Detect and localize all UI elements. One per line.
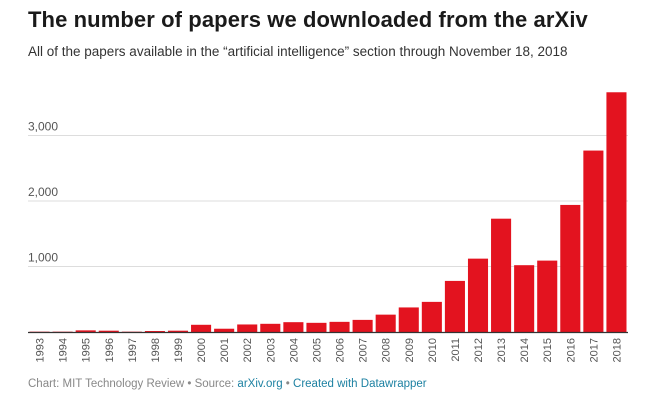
x-tick-label: 2004 [288,338,300,362]
x-tick-label: 2010 [427,338,439,362]
bar-2005 [306,322,327,332]
x-tick-label: 1999 [173,338,185,362]
source-link[interactable]: arXiv.org [237,378,283,390]
bar-2014 [514,265,535,332]
bar-2015 [537,260,558,332]
chart-footer: Chart: MIT Technology Review • Source: a… [28,378,427,390]
x-tick-label: 2007 [358,338,370,362]
x-tick-label: 1995 [81,338,93,362]
bar-2000 [191,324,212,332]
y-tick-label: 2,000 [28,185,58,199]
x-tick-label: 1993 [35,338,47,362]
y-axis-ticks: 1,000 2,000 3,000 [28,120,58,265]
bar-2016 [560,204,581,332]
chart-credit: Chart: MIT Technology Review [28,378,185,390]
bar-2010 [421,301,442,332]
x-tick-label: 2008 [381,338,393,362]
gridlines [28,135,628,267]
bars [29,92,627,333]
bar-2012 [467,258,489,332]
y-tick-label: 1,000 [28,251,58,265]
x-axis-ticks: 1993 1994 1995 1996 1997 1998 1999 2000 2001 2002… [35,338,624,362]
x-tick-label: 2011 [450,338,462,362]
x-tick-label: 2009 [404,338,416,362]
x-tick-label: 2014 [519,338,531,362]
x-tick-label: 2016 [565,338,577,362]
x-tick-label: 1996 [104,338,116,362]
x-tick-label: 2002 [242,338,254,362]
bar-2008 [375,314,396,332]
x-tick-label: 2017 [588,338,600,362]
x-tick-label: 1997 [127,338,139,362]
bar-1995 [75,330,96,332]
x-tick-label: 2005 [311,338,323,362]
bar-2013 [491,218,512,332]
x-tick-label: 2000 [196,338,208,362]
bar-1996 [98,330,119,332]
x-tick-label: 2013 [496,338,508,362]
x-tick-label: 2012 [473,338,485,362]
bar-2018 [606,92,627,333]
bar-2004 [283,322,304,332]
bar-2007 [352,319,373,332]
bar-1998 [144,331,165,332]
chart-title: The number of papers we downloaded from … [28,7,588,32]
x-tick-label: 2015 [542,338,554,362]
x-tick-label: 2003 [265,338,277,362]
chart-subtitle: All of the papers available in the “arti… [28,44,568,59]
bar-2002 [237,324,258,332]
footer-separator: • [184,378,195,390]
x-tick-label: 2018 [611,338,623,362]
y-tick-label: 3,000 [28,120,58,134]
bar-1999 [167,330,189,332]
bar-2006 [329,321,350,332]
source-prefix: Source: [194,378,238,390]
datawrapper-link[interactable]: Created with Datawrapper [293,378,427,390]
footer-separator-2: • [282,378,294,390]
bar-2009 [398,307,419,332]
bar-2011 [444,280,465,332]
bar-2001 [214,328,235,332]
x-tick-label: 2001 [219,338,231,362]
x-tick-label: 2006 [335,338,347,362]
x-tick-label: 1994 [58,338,70,362]
bar-2003 [260,323,281,332]
x-tick-label: 1998 [150,338,162,362]
bar-2017 [583,150,604,332]
